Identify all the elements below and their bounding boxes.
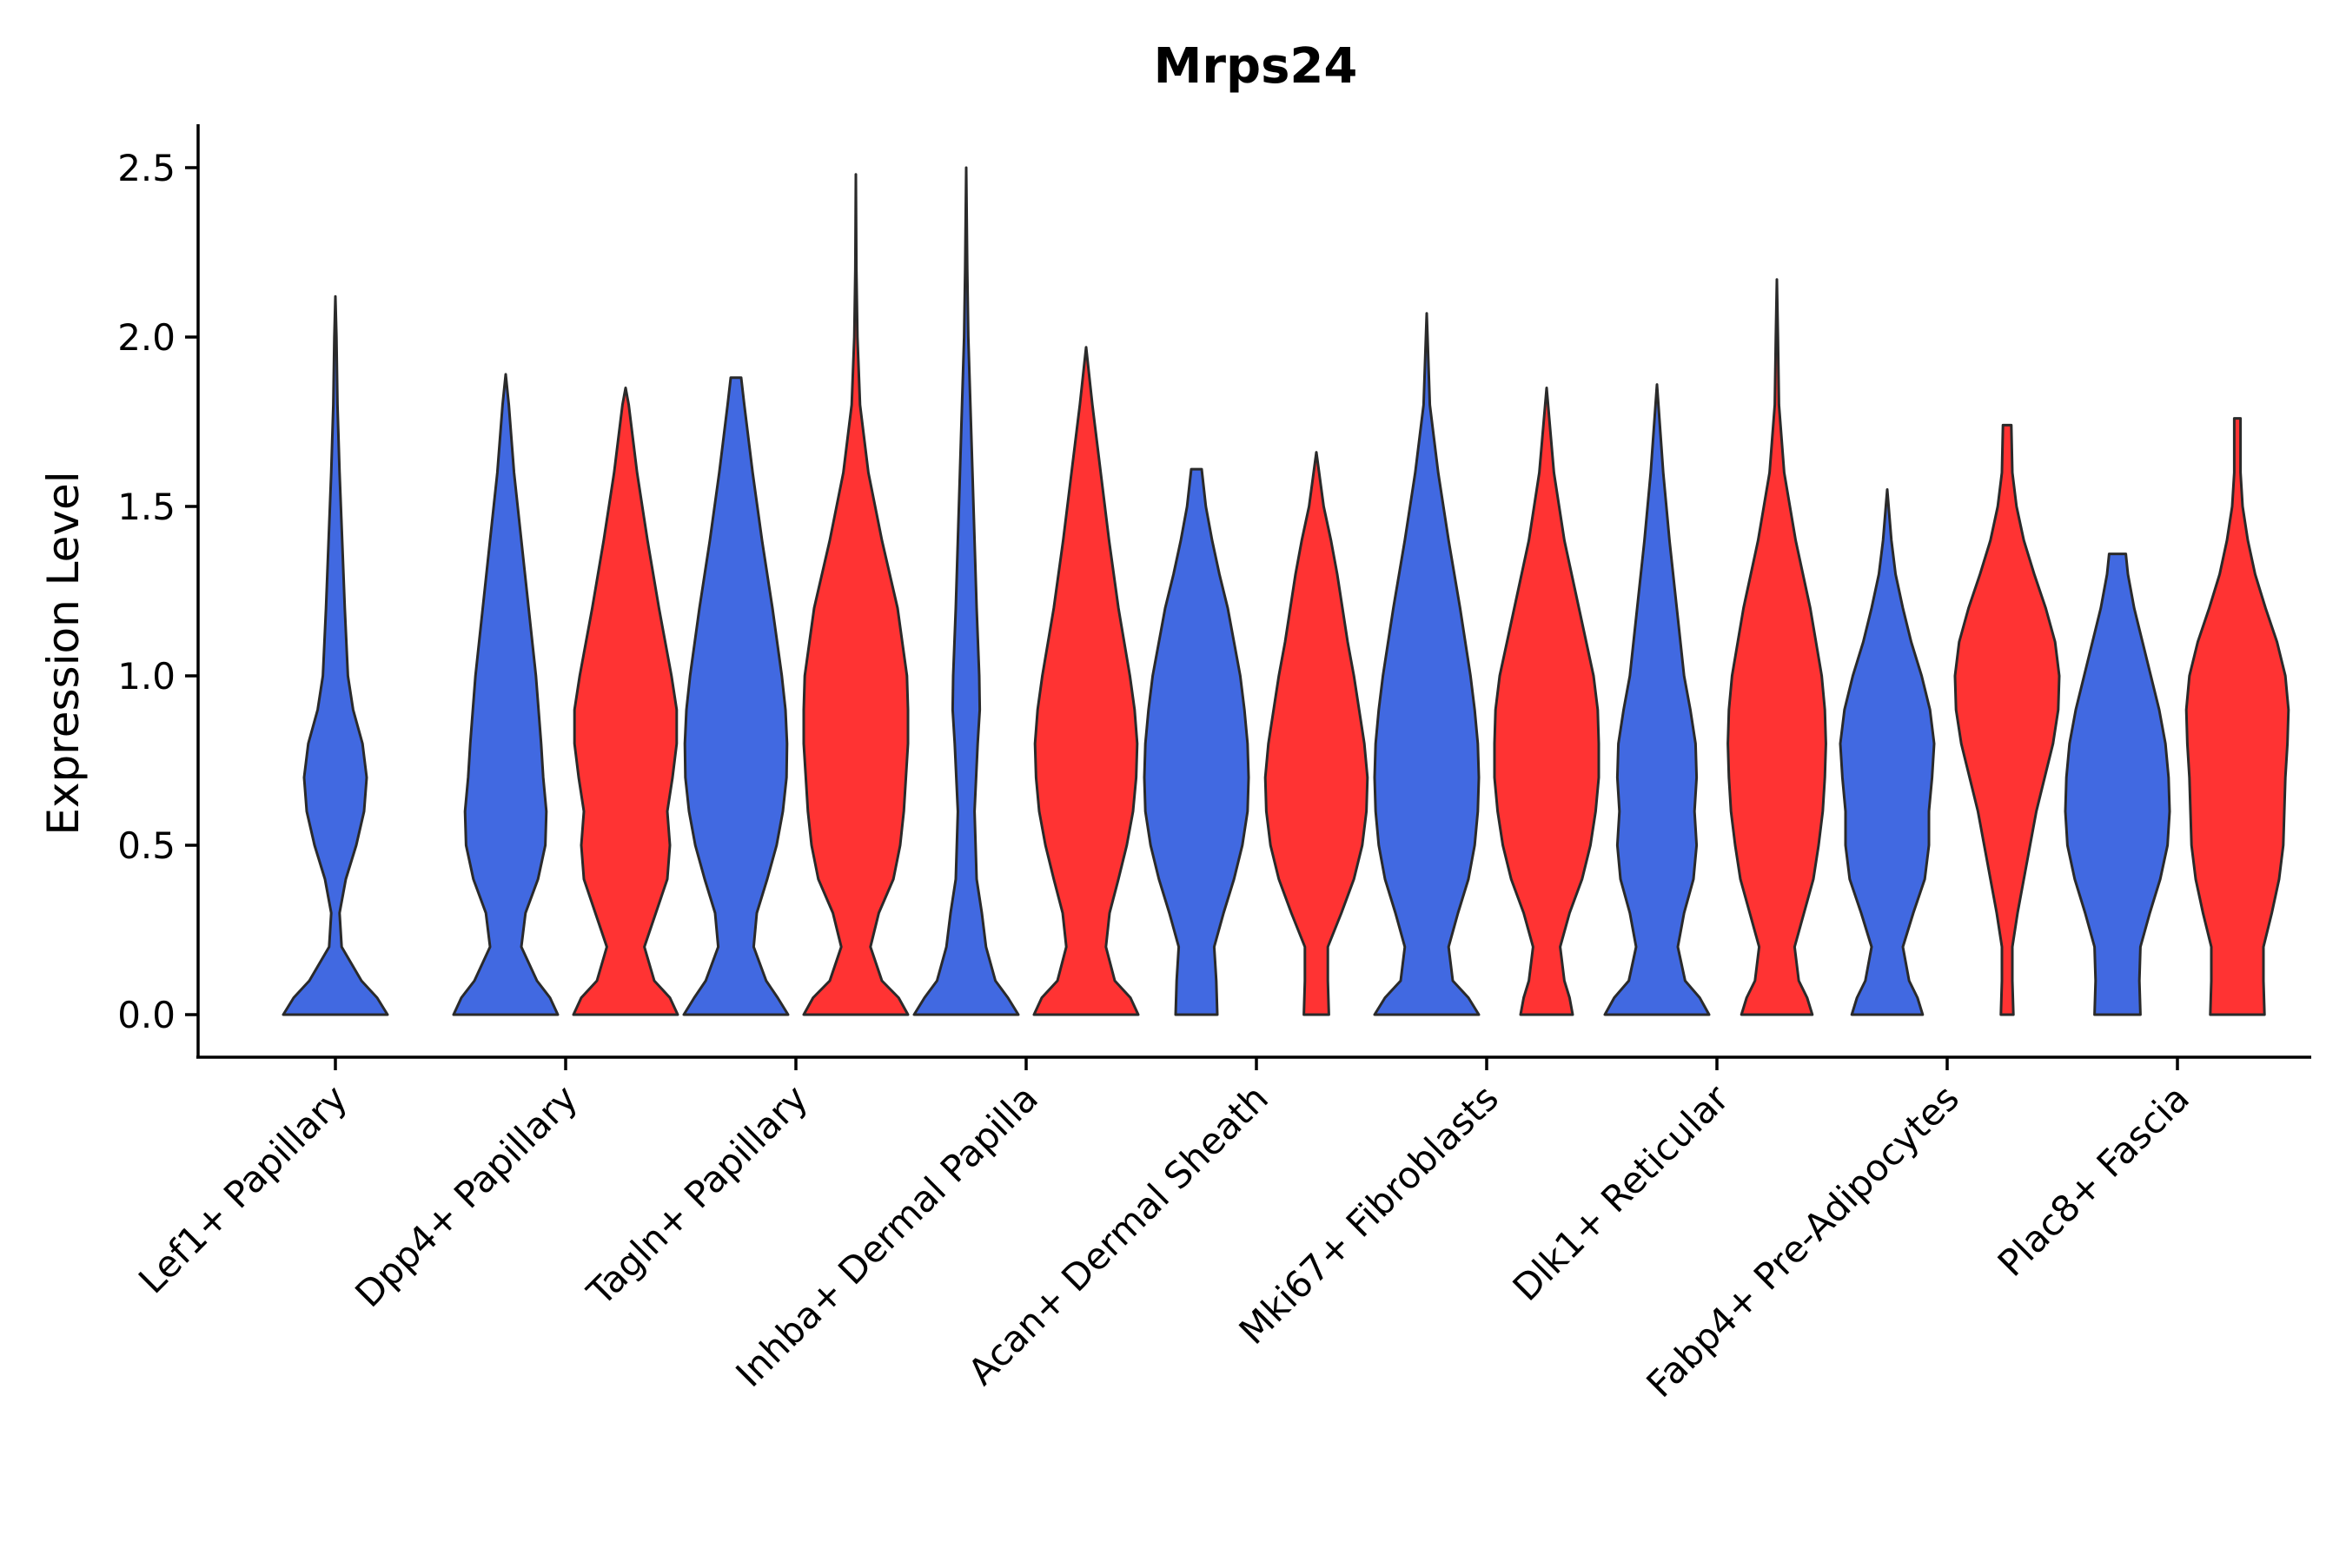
violins-layer (282, 166, 2290, 1016)
violin-blue-3 (682, 376, 790, 1016)
violin-blue-7 (1603, 383, 1711, 1016)
violin-red-8 (1953, 423, 2061, 1016)
y-ticks: 0.0 0.5 1.0 1.5 2.0 2.5 (117, 147, 198, 1036)
x-tick-label: Dpp4+ Papillary (347, 1076, 586, 1315)
violin-red-9 (2184, 417, 2290, 1016)
violin-blue-9 (2064, 552, 2171, 1016)
y-tick-label: 0.5 (117, 824, 176, 867)
x-tick-label: Tagln+ Papillary (579, 1076, 816, 1313)
violin-blue-5 (1143, 467, 1250, 1016)
violin-blue-1 (282, 294, 389, 1016)
chart-title: Mrps24 (1154, 38, 1358, 95)
violin-red-7 (1726, 278, 1827, 1016)
x-tick-label: Mki67+ Fibroblasts (1231, 1076, 1507, 1352)
y-tick-label: 1.5 (117, 486, 176, 528)
y-tick-label: 1.0 (117, 655, 176, 698)
x-tick-label: Plac8+ Fascia (1990, 1076, 2197, 1284)
x-tick-label: Dlk1+ Reticular (1505, 1076, 1738, 1309)
violin-red-5 (1263, 451, 1369, 1016)
violin-red-4 (1032, 346, 1140, 1016)
axes-layer (196, 124, 2311, 1059)
violin-red-2 (572, 387, 679, 1016)
violin-blue-4 (912, 166, 1020, 1016)
y-tick-label: 2.5 (117, 147, 176, 189)
y-axis-label: Expression Level (38, 471, 89, 835)
y-tick-label: 2.0 (117, 316, 176, 359)
violin-blue-2 (452, 373, 560, 1016)
violin-blue-8 (1839, 488, 1936, 1016)
x-tick-label: Lef1+ Papillary (130, 1076, 355, 1301)
y-tick-label: 0.0 (117, 994, 176, 1036)
violin-blue-6 (1373, 312, 1481, 1016)
violin-red-3 (802, 173, 910, 1016)
violin-red-6 (1493, 387, 1600, 1016)
